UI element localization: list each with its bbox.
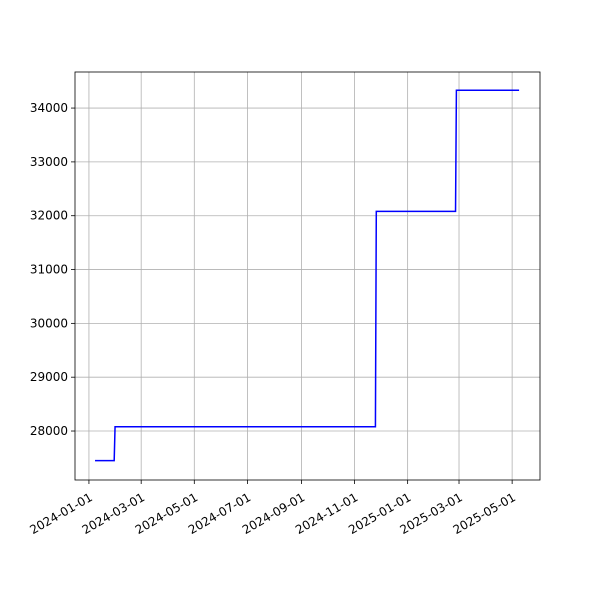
- y-tick-label: 29000: [30, 370, 68, 384]
- line: [95, 89, 520, 462]
- plot-frame: [74, 71, 541, 481]
- y-tick-label: 33000: [30, 155, 68, 169]
- y-tick-label: 30000: [30, 316, 68, 330]
- y-tick-label: 31000: [30, 263, 68, 277]
- y-tick-label: 32000: [30, 209, 68, 223]
- y-tick-label: 28000: [30, 424, 68, 438]
- plot: 2024-01-012024-03-012024-05-012024-07-01…: [27, 72, 540, 537]
- y-tick-label: 34000: [30, 101, 68, 115]
